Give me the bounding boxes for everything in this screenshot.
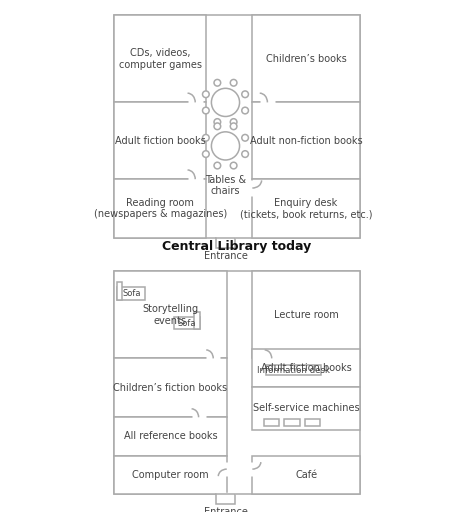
- Text: Sofa: Sofa: [123, 289, 141, 297]
- Bar: [266, 366, 321, 375]
- Bar: [114, 417, 227, 456]
- Text: Adult fiction books: Adult fiction books: [261, 363, 352, 373]
- Text: Children’s books: Children’s books: [266, 54, 346, 64]
- Text: Tables &
chairs: Tables & chairs: [205, 175, 246, 197]
- Bar: [264, 419, 279, 426]
- Bar: [216, 238, 235, 248]
- Circle shape: [202, 151, 209, 157]
- Circle shape: [242, 135, 248, 141]
- Text: Café: Café: [295, 470, 317, 480]
- Text: Reading room
(newspapers & magazines): Reading room (newspapers & magazines): [93, 198, 227, 220]
- Bar: [252, 387, 360, 430]
- Bar: [216, 494, 235, 504]
- Circle shape: [230, 162, 237, 169]
- Text: Children’s fiction books: Children’s fiction books: [113, 383, 228, 393]
- Circle shape: [202, 135, 209, 141]
- Circle shape: [230, 123, 237, 130]
- Text: Self-service machines: Self-service machines: [253, 403, 359, 413]
- Text: Adult non-fiction books: Adult non-fiction books: [250, 136, 363, 146]
- Bar: [117, 287, 145, 300]
- Text: CDs, videos,
computer games: CDs, videos, computer games: [118, 48, 202, 70]
- Text: Sofa: Sofa: [178, 319, 196, 328]
- Circle shape: [214, 119, 221, 125]
- Bar: [252, 456, 360, 494]
- Text: Computer room: Computer room: [132, 470, 209, 480]
- Bar: [252, 179, 360, 238]
- Text: Enquiry desk
(tickets, book returns, etc.): Enquiry desk (tickets, book returns, etc…: [240, 198, 373, 220]
- Bar: [114, 358, 227, 417]
- Circle shape: [202, 91, 209, 98]
- Circle shape: [242, 107, 248, 114]
- Bar: [117, 282, 122, 300]
- Circle shape: [214, 162, 221, 169]
- Title: Central Library today: Central Library today: [163, 241, 311, 253]
- Bar: [252, 102, 360, 179]
- Bar: [252, 15, 360, 102]
- Bar: [114, 179, 206, 238]
- Bar: [252, 349, 360, 387]
- Bar: [284, 419, 300, 426]
- Text: Adult fiction books: Adult fiction books: [115, 136, 206, 146]
- Circle shape: [230, 79, 237, 86]
- Circle shape: [214, 79, 221, 86]
- Circle shape: [242, 151, 248, 157]
- Bar: [114, 15, 206, 102]
- Bar: [114, 102, 206, 179]
- Text: Entrance: Entrance: [203, 251, 247, 261]
- Text: Lecture room: Lecture room: [274, 310, 338, 320]
- Bar: [194, 312, 200, 329]
- Bar: [114, 456, 227, 494]
- Text: All reference books: All reference books: [124, 432, 217, 441]
- Circle shape: [214, 123, 221, 130]
- Bar: [114, 271, 360, 494]
- Bar: [252, 271, 360, 358]
- Bar: [114, 15, 360, 238]
- Circle shape: [211, 88, 239, 117]
- Circle shape: [230, 119, 237, 125]
- Circle shape: [202, 107, 209, 114]
- Bar: [174, 317, 200, 329]
- Circle shape: [242, 91, 248, 98]
- Bar: [305, 419, 320, 426]
- Text: Entrance: Entrance: [203, 507, 247, 512]
- Bar: [114, 271, 227, 358]
- Circle shape: [211, 132, 239, 160]
- Text: Information desk: Information desk: [257, 366, 330, 375]
- Text: Storytelling
events: Storytelling events: [142, 304, 199, 326]
